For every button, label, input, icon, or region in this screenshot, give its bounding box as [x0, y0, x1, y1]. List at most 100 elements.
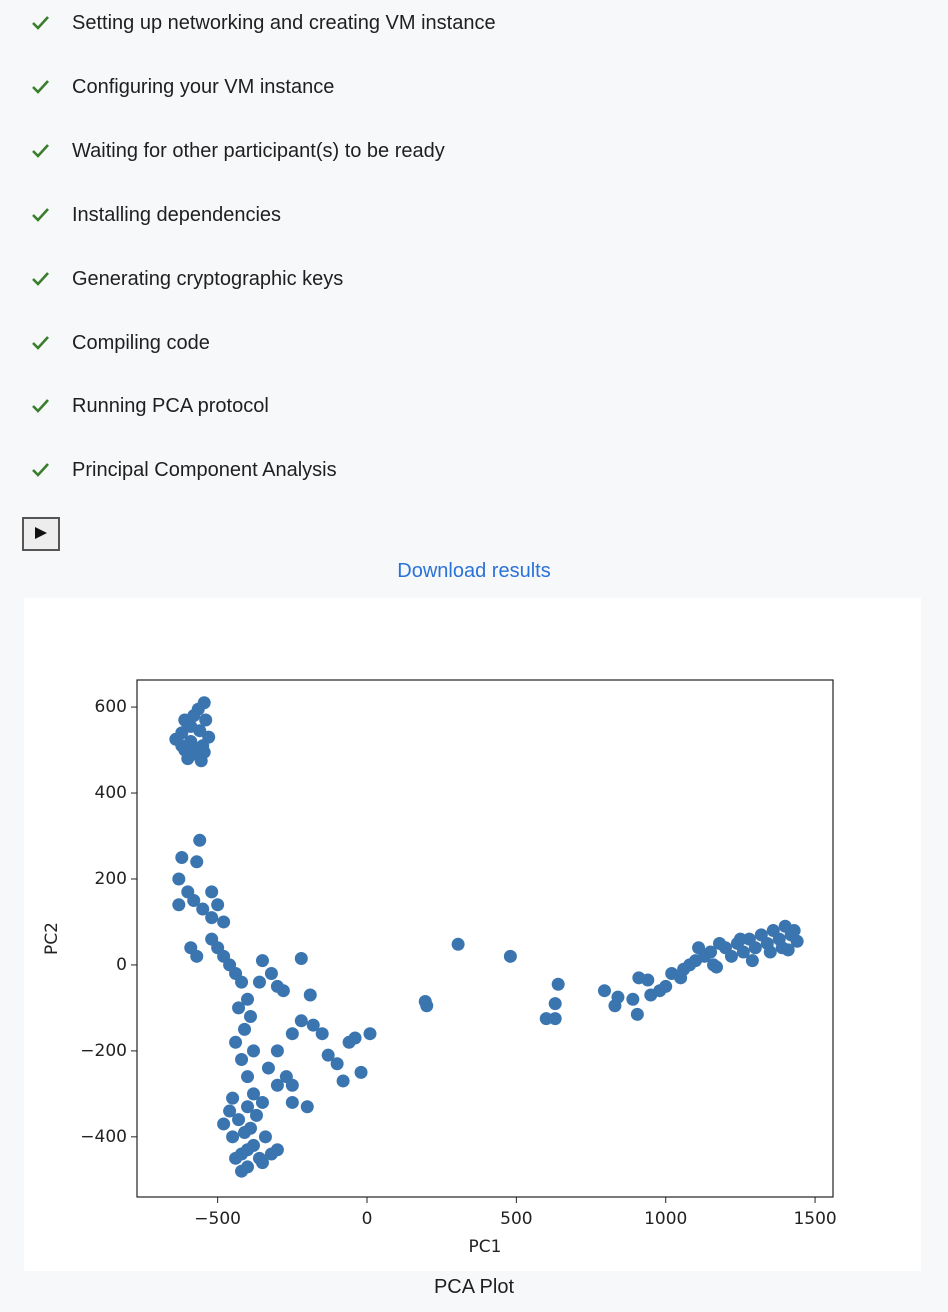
- point: [196, 902, 210, 916]
- point: [197, 745, 211, 759]
- checklist-text: Installing dependencies: [72, 203, 282, 226]
- point: [191, 702, 205, 716]
- check-icon: [32, 271, 49, 286]
- point: [261, 1061, 275, 1075]
- x-tick-label: 0: [362, 1209, 373, 1229]
- point: [548, 997, 562, 1011]
- checklist-text: Configuring your VM instance: [72, 75, 335, 98]
- point: [630, 1007, 644, 1021]
- point: [724, 949, 738, 963]
- point: [336, 1074, 350, 1088]
- point: [226, 1091, 240, 1105]
- point: [229, 1035, 243, 1049]
- checklist-text: Running PCA protocol: [72, 395, 269, 418]
- check-icon: [32, 463, 49, 478]
- point: [244, 1010, 258, 1024]
- checklist-item: Waiting for other participant(s) to be r…: [0, 137, 900, 167]
- point: [187, 741, 201, 755]
- point: [548, 1012, 562, 1026]
- point: [285, 1095, 299, 1109]
- point: [235, 1164, 249, 1178]
- point: [205, 911, 219, 925]
- point: [178, 713, 192, 727]
- point: [354, 1065, 368, 1079]
- point: [303, 988, 317, 1002]
- point: [763, 945, 777, 959]
- checklist-item: Setting up networking and creating VM in…: [0, 9, 900, 39]
- point: [235, 1052, 249, 1066]
- checklist-text: Generating cryptographic keys: [72, 267, 344, 290]
- y-tick-label: 400: [95, 783, 127, 803]
- point: [244, 1121, 258, 1135]
- x-tick-label: 1500: [793, 1209, 836, 1229]
- point: [315, 1027, 329, 1041]
- y-tick-label: −400: [80, 1127, 127, 1147]
- point: [276, 984, 290, 998]
- point: [736, 945, 750, 959]
- point: [223, 1104, 237, 1118]
- point: [175, 739, 189, 753]
- point: [733, 932, 747, 946]
- check-icon: [32, 399, 49, 414]
- point: [264, 967, 278, 981]
- point: [172, 898, 186, 912]
- point: [285, 1078, 299, 1092]
- point: [232, 1001, 246, 1015]
- point: [255, 954, 269, 968]
- y-tick-label: 200: [95, 869, 127, 889]
- point: [707, 958, 721, 972]
- x-tick-label: 500: [500, 1209, 532, 1229]
- point: [775, 941, 789, 955]
- point: [226, 1130, 240, 1144]
- point: [451, 937, 465, 951]
- point: [217, 915, 231, 929]
- x-tick-label: −500: [194, 1209, 241, 1229]
- checklist-item: Generating cryptographic keys: [0, 265, 900, 295]
- check-icon: [32, 335, 49, 350]
- point: [787, 924, 801, 938]
- point: [175, 850, 189, 864]
- point: [249, 1108, 263, 1122]
- point: [181, 752, 195, 766]
- point: [217, 1117, 231, 1131]
- point: [551, 977, 565, 991]
- point: [241, 992, 255, 1006]
- point: [300, 1100, 314, 1114]
- check-icon: [32, 80, 49, 94]
- point: [704, 945, 718, 959]
- point: [659, 979, 673, 993]
- y-tick-label: 600: [95, 697, 127, 717]
- check-icon: [32, 16, 49, 30]
- check-icon: [32, 207, 49, 222]
- point: [232, 1113, 246, 1127]
- point: [641, 973, 655, 987]
- point: [285, 1027, 299, 1041]
- checklist-item: Compiling code: [0, 329, 900, 359]
- point: [246, 1044, 260, 1058]
- point: [270, 1044, 284, 1058]
- checklist-item: Principal Component Analysis: [0, 456, 900, 486]
- caption: PCA Plot: [433, 1276, 515, 1298]
- checklist-text: Compiling code: [72, 331, 210, 354]
- y-axis-label: PC2: [42, 922, 62, 955]
- play-icon: [35, 526, 47, 539]
- point: [255, 1156, 269, 1170]
- point: [187, 893, 201, 907]
- point: [270, 1143, 284, 1157]
- point: [294, 1014, 308, 1028]
- chart-panel: −500 0 500 1000 1500 −400 −200 0 200 400 600 PC1 PC2: [24, 598, 921, 1271]
- point: [745, 954, 759, 968]
- point: [199, 713, 213, 727]
- point: [229, 1151, 243, 1165]
- download-link[interactable]: Download results: [397, 560, 551, 582]
- play-button[interactable]: [22, 517, 60, 551]
- point: [790, 934, 804, 948]
- point: [306, 1018, 320, 1032]
- point: [205, 885, 219, 899]
- point: [321, 1048, 335, 1062]
- checklist-text: Setting up networking and creating VM in…: [72, 12, 496, 34]
- point: [503, 949, 517, 963]
- plot-frame: [136, 679, 834, 1198]
- check-icon: [32, 143, 49, 158]
